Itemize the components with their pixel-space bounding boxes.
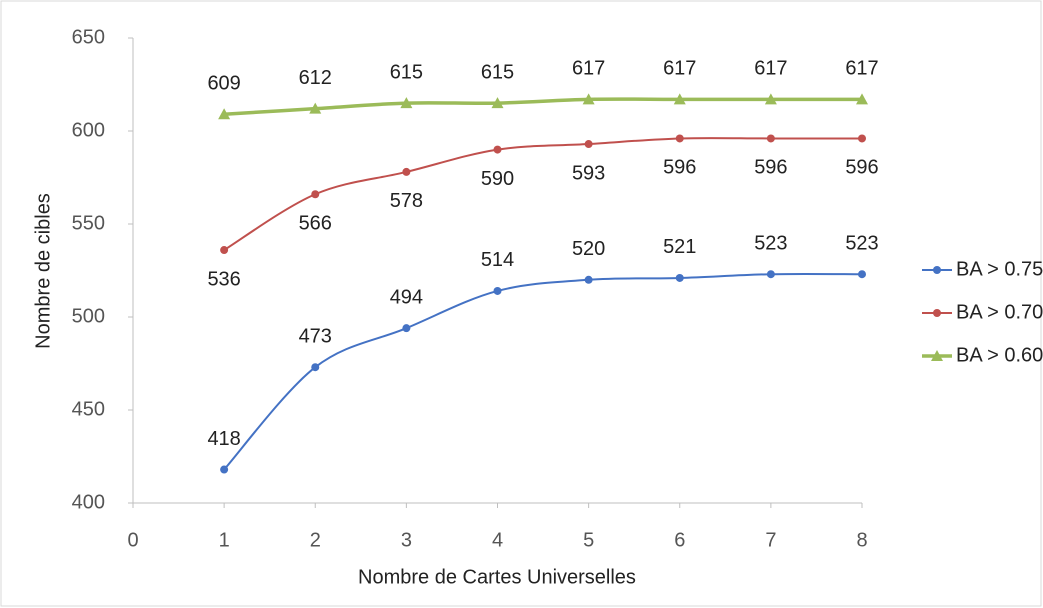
data-label: 609 [207,73,240,95]
marker [856,93,868,105]
data-label: 596 [663,157,696,179]
series-line [224,97,862,117]
data-label: 617 [663,58,696,80]
data-label: 578 [390,190,423,212]
y-axis-title: Nombre de cibles [32,193,54,349]
y-tick-label: 400 [72,491,105,513]
marker [493,145,502,154]
marker [402,167,411,176]
y-tick-label: 550 [72,212,105,234]
marker [933,309,941,317]
data-label: 615 [481,61,514,83]
data-label: 596 [754,157,787,179]
marker [675,273,684,282]
x-tick-label: 1 [219,529,230,551]
marker [673,93,686,105]
marker [218,108,231,120]
marker [309,102,322,114]
data-label: 593 [572,162,605,184]
data-label: 617 [845,58,878,80]
data-label: 494 [390,286,423,308]
x-tick-label: 5 [583,529,594,551]
x-axis-title: Nombre de Cartes Universelles [358,566,636,588]
x-tick-label: 0 [127,529,138,551]
data-label: 514 [481,249,514,271]
marker [311,190,320,199]
marker [933,266,941,274]
marker [764,93,777,105]
data-label: 566 [299,213,332,235]
marker [311,363,320,372]
x-tick-label: 4 [492,529,503,551]
data-label: 418 [207,428,240,450]
legend-label: BA > 0.70 [956,301,1043,323]
marker [766,270,775,279]
data-label: 612 [299,67,332,89]
y-tick-label: 650 [72,26,105,48]
data-label: 523 [845,233,878,255]
marker [931,350,943,361]
data-label: 523 [754,233,787,255]
y-tick-label: 500 [72,305,105,327]
marker [766,134,775,143]
x-tick-label: 6 [674,529,685,551]
marker [584,140,593,149]
x-tick-label: 7 [765,529,776,551]
y-tick-label: 450 [72,398,105,420]
marker [584,275,593,284]
x-tick-label: 3 [401,529,412,551]
marker [220,246,229,255]
data-label: 473 [299,326,332,348]
data-label: 521 [663,236,696,258]
marker [675,134,684,143]
data-label: 617 [754,58,787,80]
x-tick-label: 2 [310,529,321,551]
marker [400,97,413,109]
marker [582,93,595,105]
marker [220,465,229,474]
data-label: 615 [390,61,423,83]
data-label: 536 [207,268,240,290]
legend-label: BA > 0.60 [956,344,1043,366]
y-tick-label: 600 [72,119,105,141]
marker [493,286,502,295]
data-label: 617 [572,58,605,80]
marker [858,134,866,143]
data-label: 596 [845,157,878,179]
data-label: 520 [572,238,605,260]
marker [858,270,866,279]
marker [402,324,411,333]
legend-label: BA > 0.75 [956,258,1043,280]
x-tick-label: 8 [856,529,867,551]
data-label: 590 [481,168,514,190]
marker [491,97,504,109]
